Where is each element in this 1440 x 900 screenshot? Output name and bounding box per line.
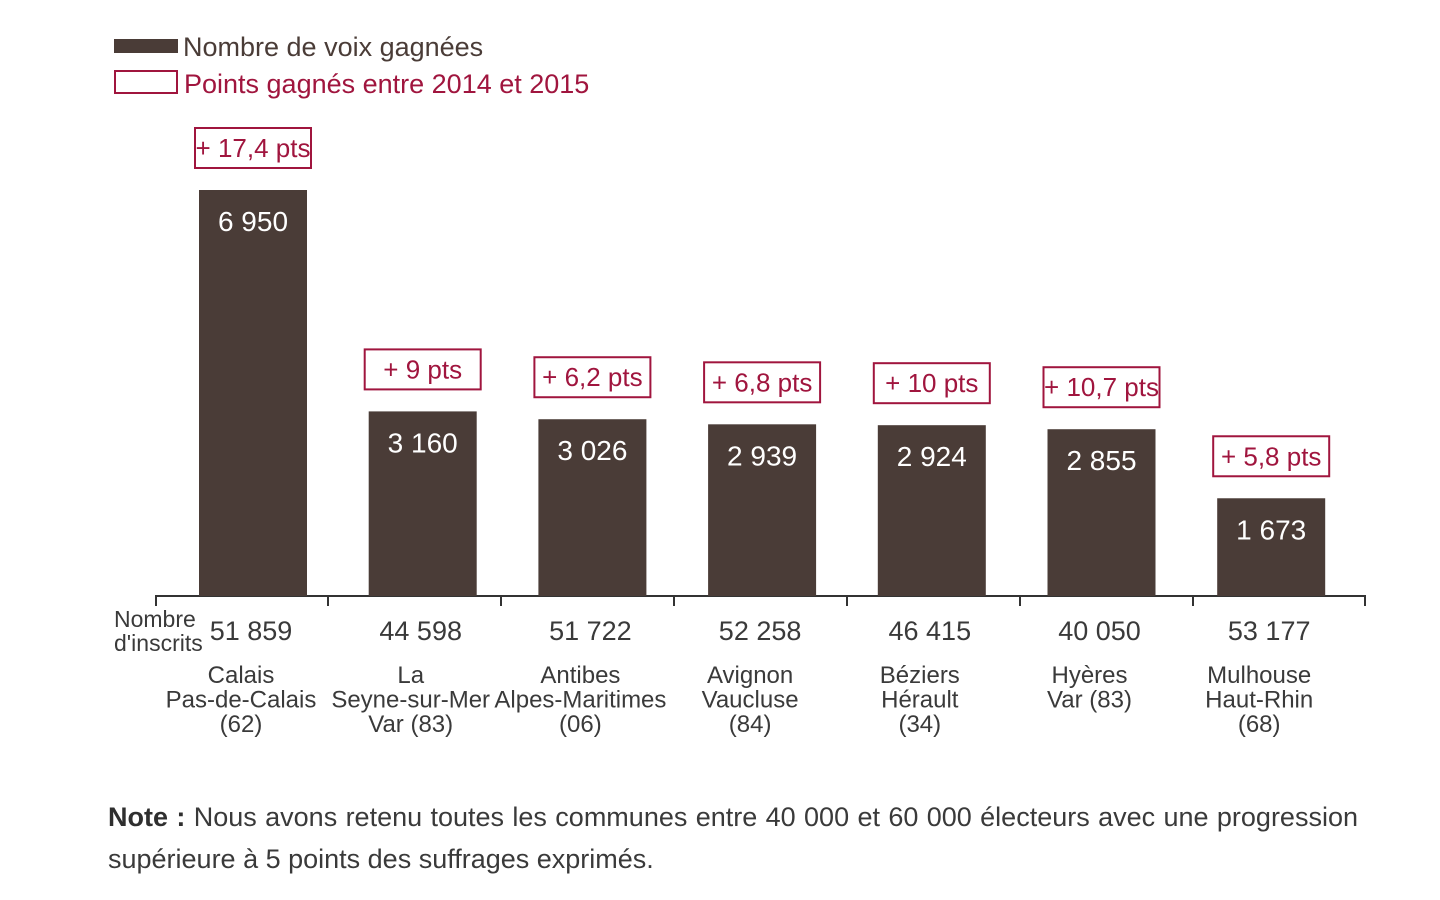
- bar: [1217, 498, 1326, 596]
- bar: [368, 411, 477, 596]
- city-label: Avignon: [707, 662, 793, 689]
- city-label: La: [397, 662, 424, 689]
- points-badge-label: + 6,2 pts: [542, 362, 642, 392]
- inscrits-value: 52 258: [719, 616, 802, 646]
- inscrits-value: 53 177: [1228, 616, 1311, 646]
- bar-chart: Nombre de voix gagnées Points gagnés entr…: [114, 32, 1366, 738]
- inscrits-axis-label: Nombre: [114, 606, 196, 632]
- bar-value-label: 6 950: [218, 206, 288, 237]
- legend-badge-swatch: [114, 70, 178, 94]
- city-label: Antibes: [540, 662, 620, 689]
- city-label: Seyne-sur-Mer: [331, 687, 490, 714]
- points-badge: [533, 356, 652, 399]
- inscrits-value: 44 598: [379, 616, 462, 646]
- city-label: (34): [898, 711, 941, 738]
- note-label: Note :: [108, 802, 186, 832]
- points-badge-label: + 9 pts: [383, 354, 462, 384]
- points-badge-label: + 6,8 pts: [712, 367, 812, 397]
- inscrits-value: 40 050: [1058, 616, 1141, 646]
- note-text: Nous avons retenu toutes les communes en…: [108, 802, 1358, 874]
- points-badge-label: + 10,7 pts: [1044, 372, 1159, 402]
- city-label: (84): [729, 711, 772, 738]
- inscrits-value: 46 415: [889, 616, 972, 646]
- city-label: Vaucluse: [702, 687, 799, 714]
- bar-value-label: 2 939: [727, 440, 797, 471]
- points-badge-label: + 5,8 pts: [1221, 441, 1321, 471]
- legend-bars-label: Nombre de voix gagnées: [183, 32, 483, 62]
- city-label: Mulhouse: [1207, 662, 1311, 689]
- city-label: Hyères: [1051, 662, 1127, 689]
- city-label: Pas-de-Calais: [166, 687, 317, 714]
- legend-bar-swatch: [114, 39, 178, 53]
- bar: [708, 424, 817, 596]
- bar: [538, 419, 647, 596]
- inscrits-value: 51 722: [549, 616, 632, 646]
- legend-points-label: Points gagnés entre 2014 et 2015: [184, 69, 589, 99]
- city-label: (62): [220, 711, 263, 738]
- bar-value-label: 3 160: [388, 427, 458, 458]
- points-badge-label: + 17,4 pts: [196, 133, 311, 163]
- bar-value-label: 1 673: [1236, 514, 1306, 545]
- city-label: Var (83): [368, 711, 453, 738]
- city-label: Alpes-Maritimes: [494, 687, 666, 714]
- bar-value-label: 2 855: [1066, 445, 1136, 476]
- bar: [877, 425, 986, 596]
- city-label: Haut-Rhin: [1205, 687, 1313, 714]
- inscrits-axis-label: d'inscrits: [114, 630, 203, 656]
- note-paragraph: Note : Nous avons retenu toutes les comm…: [108, 796, 1358, 880]
- city-label: (06): [559, 711, 602, 738]
- points-badge: [872, 362, 991, 405]
- city-label: Hérault: [881, 687, 959, 714]
- points-badge-label: + 10 pts: [885, 368, 978, 398]
- city-label: Var (83): [1047, 687, 1132, 714]
- points-badge: [703, 361, 822, 404]
- city-label: Calais: [208, 662, 275, 689]
- bar: [199, 190, 307, 596]
- points-badge: [194, 127, 312, 169]
- bar-value-label: 3 026: [557, 435, 627, 466]
- points-badge: [1212, 435, 1331, 478]
- inscrits-value: 51 859: [210, 616, 293, 646]
- bar: [1047, 429, 1156, 596]
- city-label: (68): [1238, 711, 1281, 738]
- points-badge: [363, 348, 482, 391]
- city-label: Béziers: [880, 662, 960, 689]
- points-badge: [1042, 366, 1161, 409]
- bar-value-label: 2 924: [897, 441, 967, 472]
